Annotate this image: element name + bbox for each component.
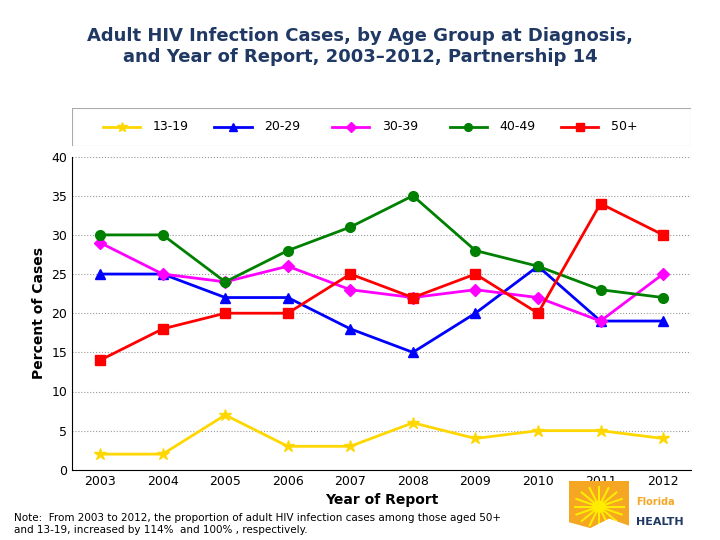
- Circle shape: [593, 501, 606, 512]
- X-axis label: Year of Report: Year of Report: [325, 493, 438, 507]
- 13-19: [471, 435, 480, 442]
- Text: 40-49: 40-49: [499, 120, 536, 133]
- Text: Note:  From 2003 to 2012, the proportion of adult HIV infection cases among thos: Note: From 2003 to 2012, the proportion …: [14, 513, 501, 535]
- 30-39: [534, 294, 542, 301]
- 50+: [659, 232, 667, 238]
- 13-19: [96, 451, 104, 457]
- 13-19: [659, 435, 667, 442]
- 40-49: [346, 224, 355, 230]
- 13-19: [158, 451, 167, 457]
- 40-49: [408, 192, 417, 199]
- Text: Florida: Florida: [636, 497, 675, 507]
- Polygon shape: [569, 518, 629, 540]
- 30-39: [96, 240, 104, 246]
- 40-49: [534, 263, 542, 269]
- 40-49: [659, 294, 667, 301]
- 30-39: [471, 286, 480, 293]
- 30-39: [221, 279, 230, 285]
- 30-39: [346, 286, 355, 293]
- 50+: [96, 357, 104, 363]
- 30-39: [596, 318, 605, 324]
- 13-19: [221, 411, 230, 418]
- FancyBboxPatch shape: [72, 108, 691, 146]
- Text: 50+: 50+: [611, 120, 637, 133]
- 30-39: [284, 263, 292, 269]
- 20-29: [158, 271, 167, 278]
- Y-axis label: Percent of Cases: Percent of Cases: [32, 247, 45, 379]
- 13-19: [408, 420, 417, 426]
- 50+: [221, 310, 230, 316]
- Line: 50+: 50+: [95, 199, 668, 365]
- FancyBboxPatch shape: [569, 481, 629, 540]
- 50+: [408, 294, 417, 301]
- 20-29: [659, 318, 667, 324]
- 13-19: [284, 443, 292, 449]
- 50+: [471, 271, 480, 278]
- 20-29: [534, 263, 542, 269]
- 20-29: [596, 318, 605, 324]
- 50+: [158, 326, 167, 332]
- 30-39: [659, 271, 667, 278]
- Text: HEALTH: HEALTH: [636, 517, 684, 527]
- 13-19: [346, 443, 355, 449]
- 50+: [596, 200, 605, 207]
- 40-49: [284, 247, 292, 254]
- Line: 40-49: 40-49: [95, 191, 668, 302]
- 50+: [534, 310, 542, 316]
- 30-39: [158, 271, 167, 278]
- 50+: [346, 271, 355, 278]
- 40-49: [471, 247, 480, 254]
- 40-49: [96, 232, 104, 238]
- 13-19: [596, 428, 605, 434]
- Line: 20-29: 20-29: [95, 261, 668, 357]
- 20-29: [471, 310, 480, 316]
- 20-29: [96, 271, 104, 278]
- Line: 13-19: 13-19: [94, 409, 670, 461]
- 40-49: [596, 286, 605, 293]
- 40-49: [158, 232, 167, 238]
- Text: 13-19: 13-19: [153, 120, 189, 133]
- 40-49: [221, 279, 230, 285]
- 20-29: [221, 294, 230, 301]
- 50+: [284, 310, 292, 316]
- 13-19: [534, 428, 542, 434]
- Text: Adult HIV Infection Cases, by Age Group at Diagnosis,
and Year of Report, 2003–2: Adult HIV Infection Cases, by Age Group …: [87, 27, 633, 66]
- Text: 20-29: 20-29: [264, 120, 300, 133]
- 20-29: [346, 326, 355, 332]
- 20-29: [284, 294, 292, 301]
- Text: 30-39: 30-39: [382, 120, 418, 133]
- 30-39: [408, 294, 417, 301]
- Line: 30-39: 30-39: [96, 239, 667, 325]
- 20-29: [408, 349, 417, 355]
